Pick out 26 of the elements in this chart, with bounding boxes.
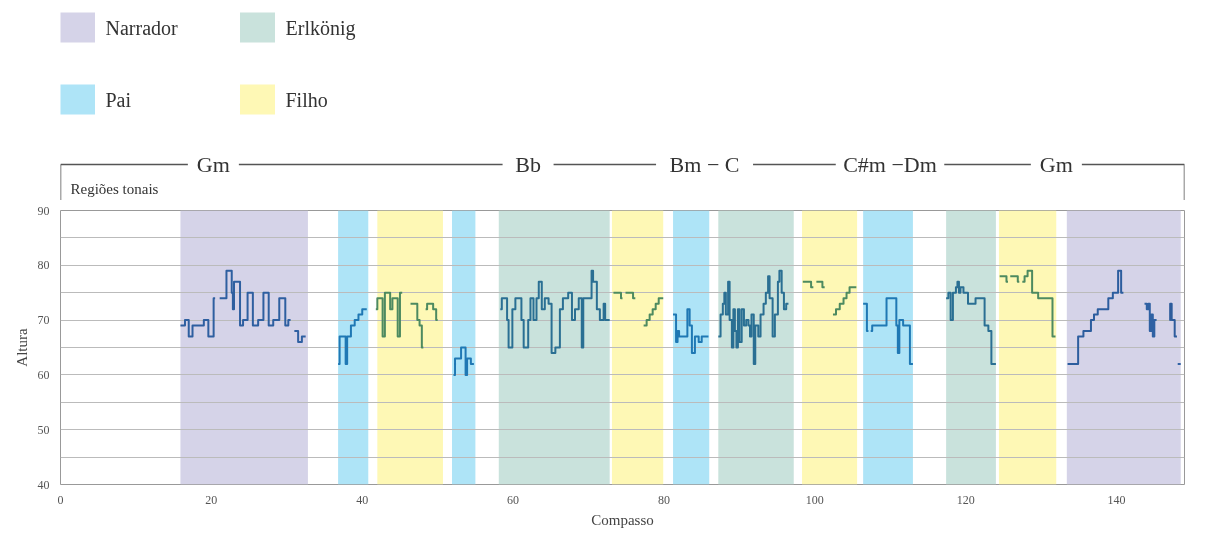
legend-label: Narrador [105,16,179,39]
x-tick-label: 140 [1107,492,1126,507]
x-tick-label: 40 [356,492,369,507]
y-tick-label: 90 [37,203,50,218]
text: Bm − C [669,152,740,177]
x-tick-label: 100 [805,492,824,507]
text: Gm [196,152,230,177]
x-tick-label: 120 [956,492,975,507]
text: C#m −Dm [843,152,937,177]
legend-label: Pai [105,88,132,111]
x-tick-label: 60 [507,492,520,507]
y-tick-label: 50 [37,422,50,437]
y-tick-label: 60 [37,367,50,382]
text: Regiões tonais [70,180,159,197]
x-tick-label: 20 [205,492,218,507]
x-tick-label: 80 [657,492,670,507]
legend-label: Erlkönig [285,16,356,40]
x-tick-label: 0 [57,492,64,507]
y-tick-label: 70 [37,313,50,328]
x-axis-title: Compasso [591,511,654,528]
text: Gm [1039,152,1073,177]
y-tick-label: 80 [37,258,50,273]
legend-label: Filho [285,88,328,111]
y-axis-title: Altura [13,328,30,367]
text: Bb [515,152,541,177]
y-tick-label: 40 [37,477,50,492]
